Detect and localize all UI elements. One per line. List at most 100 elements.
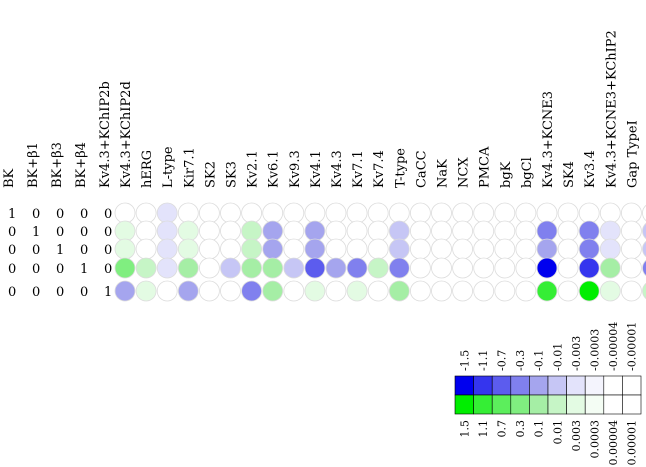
heatmap-cell bbox=[262, 280, 284, 302]
heatmap-cell bbox=[473, 220, 495, 242]
heatmap-cell bbox=[557, 220, 579, 242]
heatmap-cell bbox=[409, 238, 431, 260]
heatmap-cell bbox=[241, 220, 263, 242]
current-label: NaK bbox=[436, 159, 451, 188]
current-label: Kv3.4 bbox=[583, 150, 598, 188]
heatmap-cell bbox=[198, 257, 220, 279]
colorbar-negative-label: -1.1 bbox=[477, 350, 490, 371]
heatmap-cell bbox=[431, 220, 452, 242]
colorbar-negative-label: -0.00001 bbox=[626, 322, 639, 371]
heatmap-cell bbox=[621, 202, 642, 224]
heatmap-cell bbox=[325, 280, 347, 302]
current-label: SK4 bbox=[562, 161, 577, 188]
heatmap-cell bbox=[452, 238, 474, 260]
colorbar-positive-label: 0.7 bbox=[496, 420, 509, 438]
heatmap-cell bbox=[114, 202, 136, 224]
current-label: bgCl bbox=[520, 157, 535, 188]
heatmap-cell bbox=[621, 220, 642, 242]
heatmap-cell bbox=[431, 257, 452, 279]
matrix-digit: 1 bbox=[32, 225, 40, 240]
current-label: Kv4.3+KChIP2d bbox=[119, 81, 134, 188]
heatmap-cell bbox=[156, 238, 178, 260]
current-label: PMCA bbox=[478, 146, 493, 188]
colorbar-negative-swatch bbox=[491, 375, 512, 396]
current-label: Kv4.1 bbox=[309, 150, 324, 188]
colorbar-negative-swatch bbox=[622, 375, 642, 396]
heatmap-cell bbox=[431, 238, 452, 260]
colorbar-positive-label: 0.3 bbox=[514, 420, 527, 438]
heatmap-cell bbox=[494, 280, 516, 302]
heatmap-cell bbox=[536, 280, 558, 302]
heatmap-cell bbox=[599, 220, 621, 242]
colorbar-positive-label: 0.00001 bbox=[626, 420, 639, 466]
heatmap-cell bbox=[642, 222, 646, 240]
heatmap-cell bbox=[367, 238, 389, 260]
heatmap-cell bbox=[621, 280, 642, 302]
heatmap-cell bbox=[156, 280, 178, 302]
colorbar-positive-swatch bbox=[491, 394, 512, 415]
condition-label: BK+β3 bbox=[50, 142, 65, 188]
heatmap-cell bbox=[599, 257, 621, 279]
heatmap-cell bbox=[114, 280, 136, 302]
heatmap-cell bbox=[388, 238, 410, 260]
matrix-digit: 0 bbox=[104, 225, 112, 240]
heatmap-cell bbox=[135, 238, 157, 260]
heatmap-cell bbox=[621, 238, 642, 260]
heatmap-cell bbox=[220, 238, 241, 260]
colorbar-negative-swatch bbox=[547, 375, 567, 396]
current-label: hERG bbox=[140, 150, 155, 188]
heatmap-cell bbox=[198, 220, 220, 242]
matrix-digit: 0 bbox=[56, 207, 64, 222]
heatmap-cell bbox=[388, 220, 410, 242]
heatmap-cell bbox=[452, 257, 474, 279]
heatmap-cell bbox=[452, 280, 474, 302]
heatmap-cell bbox=[388, 257, 410, 279]
condition-label: BK bbox=[2, 168, 17, 188]
colorbar-negative-swatch bbox=[473, 375, 493, 396]
heatmap-cell bbox=[177, 238, 199, 260]
colorbar-positive-label: 0.0003 bbox=[589, 420, 602, 459]
current-label: Kv2.1 bbox=[246, 150, 261, 188]
heatmap-cell bbox=[346, 202, 368, 224]
heatmap-cell bbox=[642, 240, 646, 258]
matrix-digit: 0 bbox=[32, 262, 40, 277]
heatmap-cell bbox=[642, 282, 646, 300]
matrix-digit: 0 bbox=[104, 243, 112, 258]
colorbar-positive-label: 0.003 bbox=[570, 420, 583, 452]
heatmap-cell bbox=[262, 238, 284, 260]
heatmap-cell bbox=[220, 257, 241, 279]
matrix-digit: 0 bbox=[80, 243, 88, 258]
colorbar-negative-label: -0.1 bbox=[533, 350, 546, 371]
colorbar-positive-label: 1.1 bbox=[477, 420, 490, 438]
heatmap-cell bbox=[599, 202, 621, 224]
current-label: Kv9.3 bbox=[288, 150, 303, 188]
heatmap-cell bbox=[536, 238, 558, 260]
matrix-digit: 1 bbox=[80, 262, 88, 277]
heatmap-cell bbox=[536, 257, 558, 279]
heatmap-cell bbox=[241, 238, 263, 260]
current-label: Gap TypeI bbox=[625, 120, 640, 188]
matrix-digit: 1 bbox=[56, 243, 64, 258]
heatmap-cell bbox=[578, 202, 600, 224]
heatmap-cell bbox=[177, 280, 199, 302]
colorbar-positive-swatch bbox=[584, 394, 605, 415]
colorbar-negative-swatch bbox=[603, 375, 623, 396]
matrix-digit: 0 bbox=[80, 225, 88, 240]
heatmap-cell bbox=[494, 257, 516, 279]
heatmap-cell bbox=[304, 220, 326, 242]
current-label: NCX bbox=[457, 157, 472, 188]
heatmap-cell bbox=[220, 280, 241, 302]
heatmap-cell bbox=[114, 220, 136, 242]
heatmap-cell bbox=[473, 257, 495, 279]
colorbar-legend: -1.5 -1.1 -0.7 -0.3 -0.1 -0.01 -0.003 -0.0003 -0… bbox=[454, 322, 642, 466]
heatmap-cell bbox=[557, 202, 579, 224]
heatmap-cell bbox=[283, 220, 305, 242]
heatmap-cell bbox=[452, 220, 474, 242]
matrix-digit: 0 bbox=[8, 285, 16, 300]
heatmap-cell bbox=[578, 280, 600, 302]
heatmap-cell bbox=[409, 257, 431, 279]
heatmap-cell bbox=[346, 257, 368, 279]
colorbar-positive-swatch bbox=[566, 394, 586, 415]
heatmap-cell bbox=[409, 280, 431, 302]
current-label: Kv4.3+KCNE3 bbox=[541, 91, 556, 188]
